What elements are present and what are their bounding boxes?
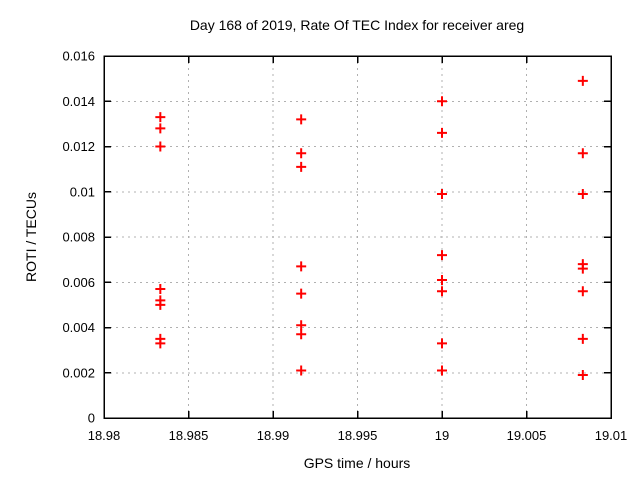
- y-tick-label: 0.006: [62, 275, 95, 290]
- data-point-marker: [437, 189, 447, 200]
- x-tick-label: 19.005: [507, 428, 547, 443]
- x-tick-label: 19: [435, 428, 449, 443]
- y-tick-label: 0: [88, 411, 95, 426]
- data-point-marker: [155, 284, 166, 295]
- data-point-marker: [296, 161, 307, 172]
- data-point-marker: [296, 320, 307, 331]
- data-point-marker: [296, 148, 307, 159]
- x-tick-label: 18.995: [338, 428, 378, 443]
- data-point-marker: [155, 338, 166, 349]
- y-tick-label: 0.012: [62, 139, 95, 154]
- data-point-marker: [155, 299, 166, 310]
- data-point-marker: [437, 338, 447, 349]
- data-point-marker: [296, 365, 307, 376]
- data-point-marker: [437, 250, 447, 261]
- data-point-marker: [577, 75, 588, 86]
- chart-title: Day 168 of 2019, Rate Of TEC Index for r…: [190, 17, 524, 33]
- data-point-marker: [296, 261, 307, 272]
- data-point-marker: [437, 96, 447, 107]
- x-tick-labels: 18.98 18.985 18.99 18.995 19 19.005 19.01: [88, 428, 628, 443]
- y-tick-label: 0.016: [62, 49, 95, 64]
- grid-lines: [104, 56, 611, 418]
- y-tick-label: 0.008: [62, 230, 95, 245]
- x-tick-label: 18.985: [169, 428, 209, 443]
- data-point-marker: [296, 114, 307, 125]
- y-tick-labels: 0 0.002 0.004 0.006 0.008 0.01 0.012 0.014 0.016: [62, 49, 95, 426]
- data-point-marker: [437, 365, 447, 376]
- data-points: [155, 75, 588, 381]
- y-tick-label: 0.01: [70, 184, 95, 199]
- x-tick-label: 18.98: [88, 428, 121, 443]
- data-point-marker: [577, 370, 588, 381]
- data-point-marker: [296, 288, 307, 299]
- y-axis-label: ROTI / TECUs: [23, 192, 39, 282]
- x-tick-label: 19.01: [595, 428, 628, 443]
- plot-border-box: [103, 55, 612, 419]
- data-point-marker: [577, 286, 588, 297]
- data-point-marker: [155, 141, 166, 152]
- data-point-marker: [437, 286, 447, 297]
- data-point-marker: [437, 274, 447, 285]
- data-point-marker: [437, 127, 447, 138]
- y-tick-label: 0.004: [62, 320, 95, 335]
- data-point-marker: [577, 333, 588, 344]
- x-tick-label: 18.99: [257, 428, 290, 443]
- data-point-marker: [155, 112, 166, 123]
- y-tick-label: 0.002: [62, 365, 95, 380]
- x-axis-label: GPS time / hours: [304, 455, 411, 471]
- plot-border: [103, 55, 612, 419]
- data-point-marker: [296, 329, 307, 340]
- data-point-marker: [577, 263, 588, 274]
- data-point-marker: [577, 148, 588, 159]
- y-tick-label: 0.014: [62, 94, 95, 109]
- data-point-marker: [155, 123, 166, 134]
- data-point-marker: [577, 189, 588, 200]
